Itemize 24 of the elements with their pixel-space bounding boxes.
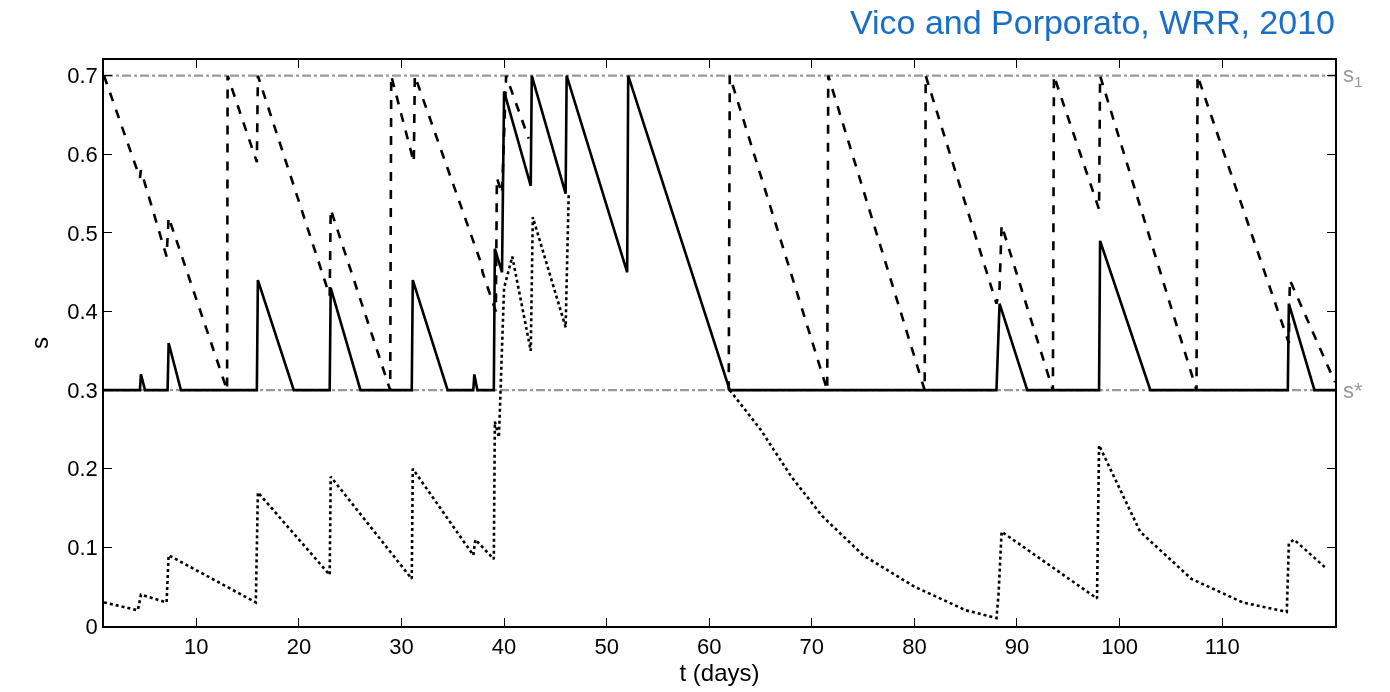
y-tick-label: 0 (85, 613, 98, 639)
ref-line-label: s$_{1}$ (1343, 62, 1363, 90)
y-tick-label: 0.1 (67, 535, 98, 561)
x-tick-label: 70 (799, 634, 825, 660)
x-tick-label: 10 (184, 634, 209, 660)
x-tick-label: 100 (1101, 634, 1138, 660)
x-tick-label: 30 (389, 634, 414, 660)
x-tick-label: 110 (1204, 634, 1240, 660)
y-tick-label: 0.3 (67, 377, 98, 403)
y-tick-label: 0.5 (67, 220, 98, 246)
x-tick-label: 20 (286, 634, 312, 660)
y-axis-title: s (25, 337, 53, 349)
ref-line-label: s* (1343, 378, 1363, 403)
x-tick-label: 60 (697, 634, 722, 660)
y-tick-label: 0.7 (67, 63, 98, 89)
x-tick-label: 40 (491, 634, 517, 660)
x-tick-label: 50 (594, 634, 619, 660)
y-tick-label: 0.6 (67, 142, 98, 168)
y-tick-label: 0.4 (67, 299, 98, 325)
y-tick-label: 0.2 (67, 456, 98, 482)
chart-title: Vico and Porporato, WRR, 2010 (849, 3, 1335, 42)
x-tick-label: 90 (1004, 634, 1030, 660)
x-axis-title: t (days) (679, 659, 760, 687)
x-tick-label: 80 (902, 634, 927, 660)
